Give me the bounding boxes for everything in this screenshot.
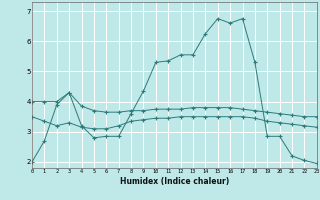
X-axis label: Humidex (Indice chaleur): Humidex (Indice chaleur) [120,177,229,186]
